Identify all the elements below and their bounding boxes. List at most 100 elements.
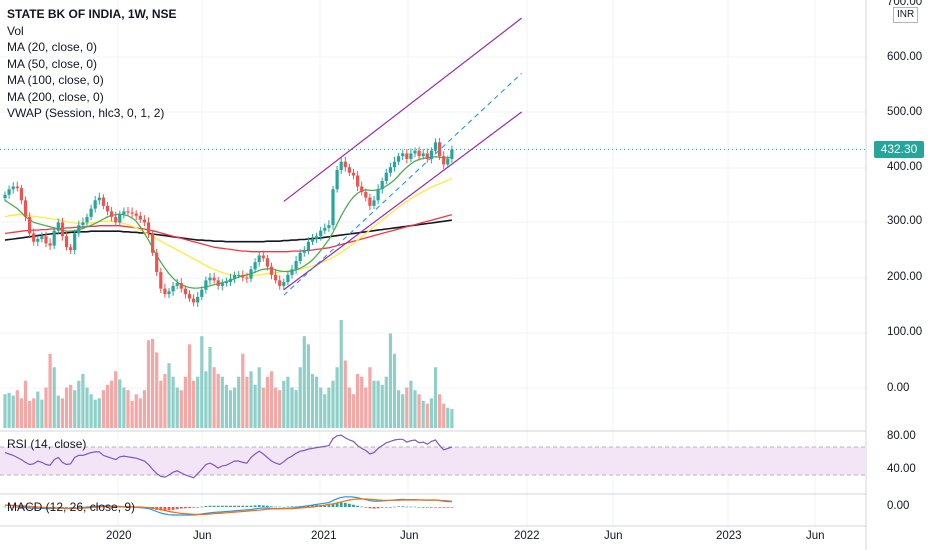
macd-histogram-bar (200, 506, 204, 508)
volume-bar (384, 376, 388, 428)
candle-body (118, 214, 122, 223)
candle-body (64, 236, 69, 248)
candle-body (228, 278, 233, 283)
macd-histogram-bar (241, 505, 245, 507)
legend-symbol-title[interactable]: STATE BK OF INDIA, 1W, NSE (7, 7, 177, 21)
candle-body (151, 233, 155, 253)
candle-body (142, 219, 146, 223)
volume-bar (97, 398, 101, 428)
macd-histogram-bar (261, 505, 265, 507)
macd-histogram-bar (253, 505, 257, 507)
macd-histogram-bar (266, 505, 269, 507)
candle-body (265, 258, 269, 267)
candle-body (81, 222, 85, 226)
legend-item-ma50[interactable]: MA (50, close, 0) (7, 56, 98, 71)
macd-axis-label: 0.00 (887, 500, 910, 512)
candle-body (220, 283, 224, 286)
volume-bar (187, 344, 192, 428)
time-axis-label: Jun (806, 530, 825, 542)
candle-body (261, 255, 265, 259)
volume-bar (142, 390, 146, 428)
candle-body (278, 280, 282, 286)
volume-bar (397, 390, 401, 428)
volume-bar (60, 398, 64, 428)
volume-bar (331, 380, 335, 428)
candle-body (73, 233, 77, 250)
candle-body (409, 153, 413, 159)
macd-pane-label[interactable]: MACD (12, 26, close, 9) (7, 500, 136, 514)
volume-bar (11, 395, 15, 428)
volume-bar (274, 387, 278, 428)
candle-body (315, 236, 319, 239)
candle-body (376, 189, 380, 201)
candle-body (380, 181, 384, 190)
macd-histogram-bar (188, 507, 191, 508)
macd-histogram-bar (208, 505, 212, 507)
volume-bar (23, 380, 28, 428)
volume-bar (433, 367, 438, 428)
volume-bar (327, 387, 331, 428)
macd-histogram-bar (15, 507, 19, 508)
volume-bar (69, 384, 73, 428)
rsi-pane-label[interactable]: RSI (14, close) (7, 437, 87, 451)
volume-bar (286, 376, 290, 428)
price-axis-label: 100.00 (887, 326, 923, 338)
volume-bar (163, 374, 167, 428)
legend-item-vwap[interactable]: VWAP (Session, hlc3, 0, 1, 2) (7, 106, 165, 120)
volume-bar (450, 409, 454, 428)
volume-bar (183, 376, 187, 428)
candle-body (175, 283, 179, 286)
volume-bar (372, 380, 376, 428)
candle-body (269, 266, 274, 275)
volume-bar (306, 344, 310, 428)
volume-bar (409, 380, 413, 428)
macd-histogram-bar (270, 506, 273, 507)
volume-bar (151, 338, 155, 428)
legend-item-ma100[interactable]: MA (100, close, 0) (7, 73, 104, 87)
candle-body (179, 283, 183, 289)
rsi-line (4, 434, 453, 479)
macd-histogram-bar (171, 507, 175, 510)
price-axis-label: 200.00 (887, 271, 923, 283)
macd-histogram-bar (413, 506, 417, 508)
candle-body (212, 277, 216, 281)
volume-bar (167, 363, 171, 428)
candle-body (433, 142, 438, 151)
volume-bar (56, 395, 60, 428)
volume-bar (220, 376, 224, 428)
macd-histogram-bar (184, 507, 187, 509)
candle-body (319, 230, 323, 237)
candle-body (36, 238, 40, 242)
volume-bar (64, 387, 69, 428)
macd-histogram-bar (36, 507, 40, 509)
price-axis-label: 700.00 (887, 0, 923, 8)
macd-histogram-bar (327, 505, 331, 507)
macd-histogram-bar (352, 504, 355, 507)
macd-histogram-bar (237, 505, 241, 507)
volume-bar (302, 336, 306, 428)
candle-body (257, 255, 261, 263)
volume-bar (429, 398, 433, 428)
volume-bar (388, 333, 392, 428)
candle-body (347, 167, 351, 173)
macd-signal-line (5, 498, 452, 516)
volume-bar (118, 379, 122, 428)
volume-bar (196, 376, 200, 428)
macd-histogram-bar (81, 506, 85, 508)
macd-histogram-bar (52, 507, 56, 508)
legend-item-volume[interactable]: Vol (7, 23, 24, 38)
volume-bar (425, 403, 429, 428)
volume-bar (36, 391, 40, 428)
volume-bar (159, 380, 163, 428)
candle-body (384, 172, 388, 181)
currency-badge[interactable]: INR (893, 7, 919, 23)
legend-item-ma20[interactable]: MA (20, close, 0) (7, 40, 98, 54)
candle-body (126, 211, 130, 213)
candle-body (224, 282, 228, 284)
legend-item-ma200[interactable]: MA (200, close, 0) (7, 89, 104, 104)
candle-body (101, 197, 105, 206)
candle-body (69, 247, 73, 250)
macd-histogram-bar (331, 503, 335, 507)
candle-body (360, 186, 364, 193)
